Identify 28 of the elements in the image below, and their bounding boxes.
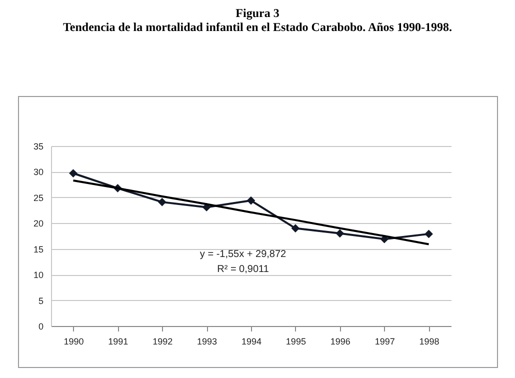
- x-tick-label: 1993: [197, 336, 218, 346]
- y-tick-label: 30: [33, 167, 44, 178]
- x-tick-label: 1996: [330, 336, 350, 346]
- y-tick-label: 25: [33, 192, 44, 203]
- chart-subtitle: Tendencia de la mortalidad infantil en el Estado Carabobo. Años 1990-1998.: [62, 20, 453, 34]
- point: [424, 230, 433, 238]
- y-tick-label: 10: [33, 270, 44, 280]
- x-tick-label: 1994: [241, 336, 262, 346]
- x-tick-label: 1992: [152, 336, 173, 346]
- x-tick-label: 1995: [286, 336, 306, 346]
- point: [246, 196, 256, 205]
- point: [336, 229, 344, 238]
- line-series: [72, 179, 430, 246]
- y-tick-label: 0: [38, 322, 44, 332]
- point: [69, 169, 78, 178]
- x-tick-label: 1991: [108, 336, 128, 346]
- x-tick-label: 1997: [374, 336, 395, 346]
- chart-title: Figura 3: [234, 6, 280, 20]
- x-tick-label: 1998: [419, 336, 440, 346]
- y-tick-label: 5: [38, 296, 44, 306]
- y-tick-label: 15: [33, 244, 44, 254]
- point: [158, 198, 166, 206]
- y-tick-label: 20: [33, 218, 44, 229]
- x-tick-label: 1990: [64, 336, 84, 346]
- y-tick-label: 35: [33, 142, 44, 152]
- annotation: R² = 0,9011: [217, 264, 270, 275]
- annotation: y = -1,55x + 29,872: [200, 249, 287, 260]
- point: [291, 224, 300, 232]
